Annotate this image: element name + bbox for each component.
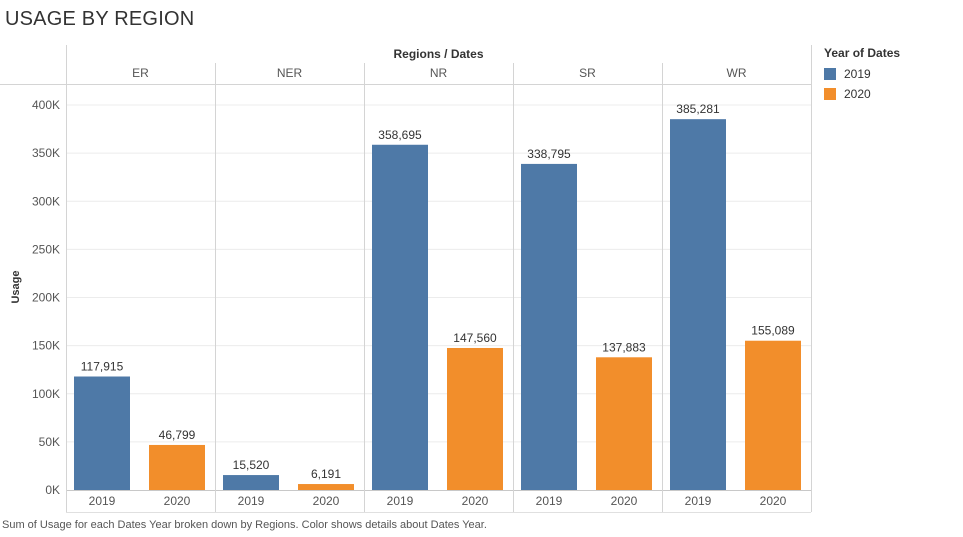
x-tick-label: 2020: [760, 494, 787, 508]
legend-label-2020: 2020: [844, 87, 871, 101]
y-tick-label: 200K: [32, 291, 60, 305]
bar-sr-2020[interactable]: [596, 357, 652, 490]
bar-er-2019[interactable]: [74, 376, 130, 490]
bar-wr-2019[interactable]: [670, 119, 726, 490]
legend-title: Year of Dates: [824, 46, 901, 60]
column-header: Regions / Dates: [393, 47, 483, 61]
data-label: 15,520: [233, 458, 270, 472]
data-label: 358,695: [378, 128, 422, 142]
x-tick-label: 2020: [462, 494, 489, 508]
legend-swatch-2020: [824, 88, 836, 100]
y-tick-label: 400K: [32, 98, 60, 112]
data-label: 147,560: [453, 331, 497, 345]
page-title: USAGE BY REGION: [5, 8, 195, 30]
x-tick-label: 2020: [313, 494, 340, 508]
data-label: 137,883: [602, 340, 646, 354]
chart-caption: Sum of Usage for each Dates Year broken …: [2, 519, 487, 531]
bar-er-2020[interactable]: [149, 444, 205, 490]
bar-wr-2020[interactable]: [745, 340, 801, 490]
legend: Year of Dates 2019 2020: [824, 46, 900, 104]
region-header-wr: WR: [727, 66, 747, 80]
bar-sr-2019[interactable]: [521, 163, 577, 491]
bar-ner-2019[interactable]: [223, 475, 279, 490]
x-tick-label: 2019: [89, 494, 116, 508]
bar-nr-2019[interactable]: [372, 144, 428, 491]
y-tick-label: 0K: [45, 483, 60, 497]
x-tick-label: 2020: [164, 494, 191, 508]
x-tick-label: 2019: [685, 494, 712, 508]
region-header-sr: SR: [579, 66, 596, 80]
legend-item-2020[interactable]: 2020: [824, 84, 900, 104]
bar-ner-2020[interactable]: [298, 484, 354, 490]
legend-item-2019[interactable]: 2019: [824, 64, 900, 84]
y-tick-label: 100K: [32, 387, 60, 401]
legend-swatch-2019: [824, 68, 836, 80]
region-header-ner: NER: [277, 66, 303, 80]
x-tick-label: 2020: [611, 494, 638, 508]
data-label: 155,089: [751, 324, 795, 338]
data-label: 6,191: [311, 467, 341, 481]
y-tick-label: 250K: [32, 242, 60, 256]
data-label: 117,915: [81, 360, 124, 374]
region-header-er: ER: [132, 66, 149, 80]
y-tick-label: 350K: [32, 146, 60, 160]
y-tick-label: 300K: [32, 194, 60, 208]
legend-label-2019: 2019: [844, 67, 871, 81]
y-tick-label: 50K: [39, 435, 60, 449]
y-axis-title: Usage: [10, 270, 22, 303]
x-tick-label: 2019: [387, 494, 414, 508]
data-label: 338,795: [527, 147, 571, 161]
y-tick-label: 150K: [32, 339, 60, 353]
data-label: 46,799: [159, 428, 196, 442]
region-header-nr: NR: [430, 66, 448, 80]
x-tick-label: 2019: [238, 494, 265, 508]
data-label: 385,281: [676, 102, 720, 116]
bar-nr-2020[interactable]: [447, 347, 503, 490]
x-tick-label: 2019: [536, 494, 563, 508]
